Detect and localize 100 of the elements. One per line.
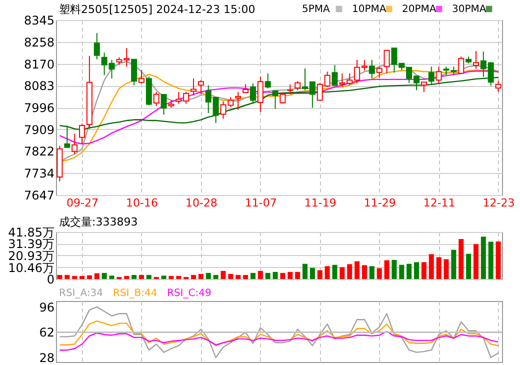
bar <box>132 274 137 279</box>
candlestick <box>131 58 138 86</box>
y-tick-label: 28 <box>39 351 54 365</box>
bar <box>369 266 374 279</box>
legend-label: 10PMA <box>352 4 386 15</box>
y-tick-label: 8170 <box>24 57 54 72</box>
x-tick-label: 11-07 <box>244 196 277 210</box>
bar <box>138 274 144 279</box>
x-tick-label: 09-27 <box>66 196 98 210</box>
bar <box>258 270 263 279</box>
y-tick-label: 96 <box>39 300 54 314</box>
bar <box>94 273 100 279</box>
bar <box>458 239 464 279</box>
candlestick <box>138 70 144 84</box>
candlestick <box>72 133 78 155</box>
y-tick-label: 7909 <box>24 122 54 137</box>
bar <box>406 264 412 279</box>
candlestick <box>250 82 256 104</box>
candlestick <box>160 94 167 116</box>
bar <box>362 265 367 279</box>
legend-label: 30PMA <box>452 4 486 15</box>
y-tick-label: 7647 <box>24 188 54 202</box>
candlestick <box>368 59 375 79</box>
y-tick-label: 7734 <box>24 166 54 181</box>
x-tick-label: 11-19 <box>304 196 336 210</box>
bar <box>392 260 397 279</box>
candlestick <box>384 50 390 74</box>
bar <box>384 260 390 279</box>
bar <box>57 274 62 279</box>
bar <box>80 276 85 279</box>
y-tick-label: 0 <box>46 272 54 286</box>
candlestick <box>376 66 382 78</box>
bar <box>124 276 130 279</box>
bar <box>288 272 293 279</box>
bar <box>496 242 501 279</box>
candlestick <box>64 125 70 148</box>
bar <box>228 274 234 279</box>
y-tick-label: 8083 <box>24 79 54 94</box>
series-label: RSI_A:34 <box>59 288 104 299</box>
bar <box>295 272 300 279</box>
y-tick-label: 8258 <box>24 35 54 50</box>
bar <box>324 266 330 279</box>
candlestick <box>472 50 479 70</box>
candlestick <box>79 123 86 144</box>
x-tick-label: 10-16 <box>126 196 158 210</box>
candlestick <box>436 66 442 84</box>
legend-label: 5PMA <box>302 4 330 15</box>
bar <box>64 274 70 279</box>
bar <box>161 276 166 279</box>
bar <box>213 274 218 279</box>
x-tick-label: 10-28 <box>185 196 218 210</box>
bar <box>473 244 478 279</box>
candlestick <box>198 80 204 95</box>
bar <box>436 257 442 279</box>
candlestick <box>428 66 434 85</box>
bar <box>198 274 204 279</box>
line-series <box>59 320 499 346</box>
bar <box>265 272 270 279</box>
bar <box>280 272 286 279</box>
candlestick <box>257 76 264 113</box>
bar <box>86 275 92 279</box>
candlestick <box>495 80 502 92</box>
y-tick-label: 41.85万 <box>8 226 54 240</box>
bar <box>488 242 494 279</box>
line-series <box>59 306 499 358</box>
candlestick <box>280 92 286 104</box>
candlestick <box>153 91 160 107</box>
y-tick-label: 7822 <box>24 144 54 159</box>
chart-title: 塑料2505[12505] 2024-12-23 15:00 <box>59 3 256 16</box>
bar <box>451 250 456 279</box>
bar <box>310 268 315 279</box>
bar <box>236 274 241 279</box>
text: 成交量:333893 <box>59 216 138 228</box>
bar <box>243 274 248 279</box>
text: RSI_C:49 <box>167 288 212 299</box>
y-tick-label: 7996 <box>24 101 54 115</box>
bar <box>480 236 486 279</box>
bar <box>146 274 152 279</box>
x-tick-label: 12-11 <box>423 196 456 210</box>
bar <box>168 276 174 279</box>
candlestick <box>235 91 242 110</box>
bar <box>191 274 196 279</box>
line-series <box>59 330 499 351</box>
candlestick <box>332 64 338 86</box>
legend-label: 20PMA <box>402 4 436 15</box>
bar <box>421 262 426 279</box>
bar <box>466 254 472 279</box>
bar <box>176 276 182 279</box>
x-tick-label: 11-29 <box>364 196 396 210</box>
bar <box>347 264 352 279</box>
bar <box>332 264 338 279</box>
bar <box>376 268 382 279</box>
y-tick-label: 20.93万 <box>8 248 54 263</box>
bar <box>220 270 226 279</box>
candlestick <box>287 84 294 95</box>
bar <box>444 259 449 279</box>
candlestick <box>94 32 100 60</box>
bar <box>414 262 420 279</box>
candlestick <box>294 80 301 91</box>
y-tick-label: 10.46万 <box>8 260 54 275</box>
